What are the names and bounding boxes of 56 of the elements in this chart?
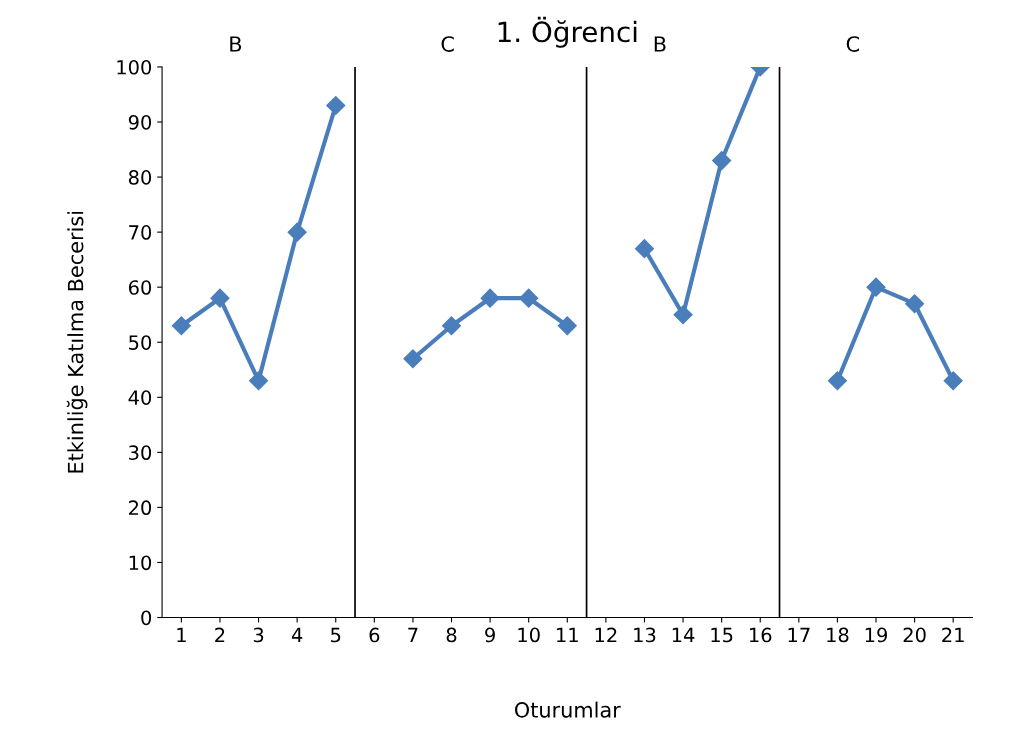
point [673,305,693,325]
x-tick-label: 3 [253,627,264,643]
point [441,316,462,336]
y-tick-label: 40 [128,390,152,405]
x-tick-label: 10 [518,627,540,643]
point [712,151,732,171]
x-tick-label: 21 [942,627,964,643]
y-tick-label: 100 [117,59,152,75]
chart-title: 1. Öğrenci [498,16,637,48]
x-axis-title: Oturumlar [514,701,621,718]
y-tick-label: 30 [129,445,152,461]
x-tick-label: 15 [711,627,733,643]
x-tick-label: 9 [485,627,495,643]
text: B [230,36,242,52]
text: B [654,36,666,52]
x-tick-label: 16 [750,627,772,643]
point [287,222,307,242]
point [519,288,539,308]
x-tick-label: 20 [903,627,926,643]
x-tick-label: 13 [634,627,656,643]
y-axis-title: Etkinliğe Katılma Becerisi [66,211,88,473]
x-tick-label: 2 [215,627,225,643]
text: C [441,36,454,52]
point [249,371,269,391]
x-tick-label: 18 [827,627,849,643]
x-tick-label: 5 [331,627,341,643]
x-tick-label: 14 [672,627,695,643]
x-tick-label: 6 [369,627,380,643]
point [827,371,847,391]
point [480,288,500,308]
point [943,371,963,391]
x-tick-label: 8 [446,627,457,643]
x-tick-label: 7 [408,627,418,643]
x-tick-label: 19 [865,627,888,643]
x-tick-label: 12 [595,627,617,643]
point [210,288,230,308]
point [866,277,886,297]
x-tick-label: 4 [291,627,303,643]
y-tick-label: 20 [129,500,152,516]
point [905,294,925,314]
y-tick-label: 60 [128,280,152,295]
point [171,316,191,336]
y-tick-label: 80 [128,170,152,185]
text: C [846,36,859,52]
point [326,95,346,116]
point [403,349,423,369]
y-tick-label: 10 [129,555,152,571]
y-tick-label: 90 [128,114,152,130]
point [634,239,654,259]
point [557,316,577,336]
y-tick-label: 50 [129,335,152,350]
y-tick-label: 70 [129,225,152,240]
x-tick-label: 11 [557,627,578,643]
x-tick-label: 1 [177,627,186,643]
y-tick-label: 0 [141,610,152,626]
x-tick-label: 17 [788,627,810,643]
